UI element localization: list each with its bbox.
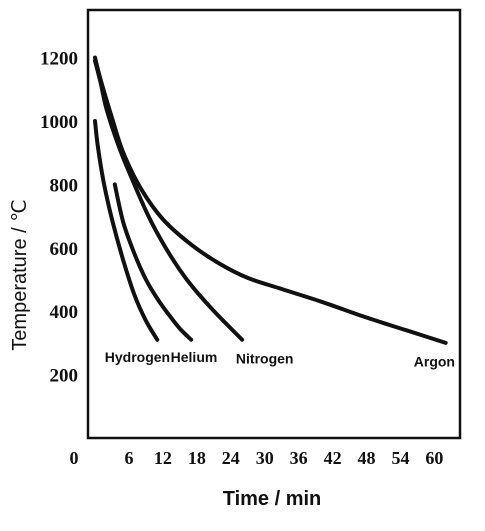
x-tick-label: 60	[425, 448, 443, 468]
y-axis-title: Temperature / ℃	[9, 199, 31, 350]
series-line-hydrogen	[93, 118, 160, 342]
x-tick-label: 48	[358, 448, 376, 468]
x-axis-ticks: 0 6 12 18 24 30 36 42 48 54 60	[70, 448, 444, 468]
y-tick-label: 1000	[40, 112, 78, 133]
series-curves	[93, 55, 448, 345]
series-label-helium: Helium	[171, 349, 218, 365]
y-tick-label: 400	[50, 302, 79, 323]
x-tick-label: 18	[188, 448, 206, 468]
x-tick-label: 42	[324, 448, 342, 468]
y-tick-label: 800	[50, 175, 79, 196]
y-tick-label: 600	[50, 239, 79, 260]
y-tick-label: 200	[50, 366, 79, 387]
plot-frame	[86, 8, 462, 440]
series-label-hydrogen: Hydrogen	[105, 349, 170, 365]
series-labels: Hydrogen Helium Nitrogen Argon	[105, 349, 455, 370]
series-line-argon	[93, 55, 448, 345]
x-tick-label: 54	[391, 448, 409, 468]
x-tick-label: 0	[70, 448, 79, 468]
x-tick-label: 6	[124, 448, 133, 468]
x-tick-label: 36	[290, 448, 308, 468]
x-axis-title: Time / min	[223, 488, 322, 510]
x-tick-label: 24	[222, 448, 240, 468]
y-tick-label: 1200	[40, 49, 78, 70]
series-label-nitrogen: Nitrogen	[236, 350, 294, 366]
y-axis-ticks: 200 400 600 800 1000 1200	[40, 49, 78, 387]
x-tick-label: 30	[256, 448, 274, 468]
x-tick-label: 12	[154, 448, 172, 468]
series-label-argon: Argon	[414, 354, 455, 370]
series-line-helium	[112, 182, 194, 342]
